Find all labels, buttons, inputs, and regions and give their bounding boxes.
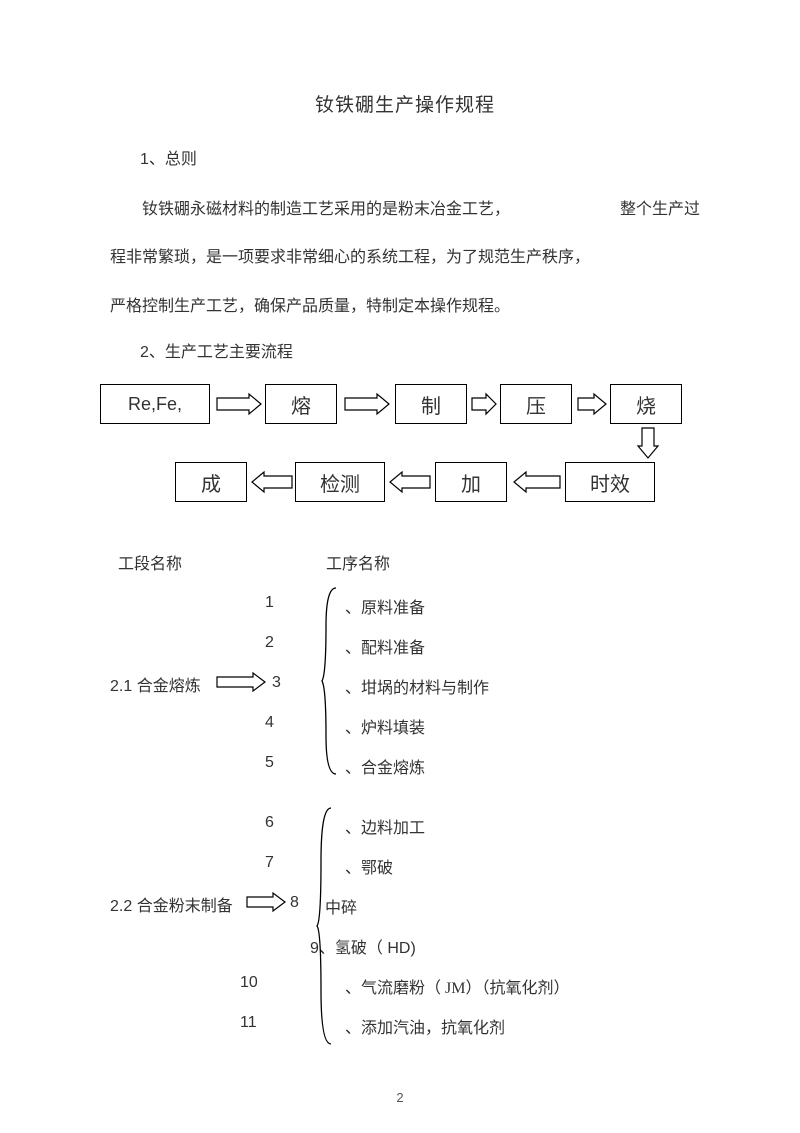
proc-text: 、合金熔炼 <box>345 754 425 778</box>
brace-icon <box>320 586 342 776</box>
proc-num: 4 <box>265 714 274 732</box>
arrow-icon <box>576 392 608 416</box>
flow-box-aging: 时效 <box>565 462 655 502</box>
para-frag-right: 整个生产过 <box>620 191 700 229</box>
proc-text: 、添加汽油，抗氧化剂 <box>345 1014 505 1038</box>
proc-num: 11 <box>240 1014 257 1032</box>
proc-num: 10 <box>240 974 258 992</box>
proc-num: 5 <box>265 754 274 772</box>
section-1-heading: 1、总则 <box>140 145 700 169</box>
proc-text: 、气流磨粉（ JM）（抗氧化剂） <box>345 974 569 998</box>
proc-text: 、边料加工 <box>345 814 425 838</box>
process-list: 2.1 合金熔炼 1 、原料准备 2 、配料准备 3 、坩埚的材料与制作 4 、… <box>110 594 700 1064</box>
arrow-icon <box>343 392 391 416</box>
proc-text: 、配料准备 <box>345 634 425 658</box>
proc-num: 8 <box>290 894 299 912</box>
column-headers: 工段名称 工序名称 <box>110 550 700 574</box>
arrow-down-icon <box>636 426 660 460</box>
paragraph-line-3: 严格控制生产工艺，确保产品质量，特制定本操作规程。 <box>110 288 700 326</box>
para-frag-left: 钕铁硼永磁材料的制造工艺采用的是粉末冶金工艺， <box>142 201 510 218</box>
proc-text: 、原料准备 <box>345 594 425 618</box>
flow-box-process: 加 <box>435 462 507 502</box>
flow-box-melt: 熔 <box>265 384 337 424</box>
paragraph-line-1: 钕铁硼永磁材料的制造工艺采用的是粉末冶金工艺， 整个生产过 <box>110 191 700 229</box>
flow-box-refe: Re,Fe, <box>100 384 210 424</box>
flowchart: Re,Fe, 熔 制 压 烧 成 检测 加 时效 <box>100 384 700 544</box>
flow-box-sinter: 烧 <box>610 384 682 424</box>
proc-num: 3 <box>272 674 281 692</box>
proc-text: 、炉料填装 <box>345 714 425 738</box>
proc-num: 1 <box>265 594 274 612</box>
flow-box-make: 制 <box>395 384 467 424</box>
stage-1-label: 2.1 合金熔炼 <box>110 672 201 696</box>
flow-box-press: 压 <box>500 384 572 424</box>
section-2-heading: 2、生产工艺主要流程 <box>140 338 700 362</box>
arrow-icon <box>215 392 263 416</box>
proc-text: 、鄂破 <box>345 854 393 878</box>
proc-text: 、坩埚的材料与制作 <box>345 674 489 698</box>
page-title: 钕铁硼生产操作规程 <box>110 90 700 117</box>
header-stage: 工段名称 <box>118 550 182 574</box>
arrow-icon <box>215 672 267 692</box>
proc-num: 6 <box>265 814 274 832</box>
arrow-left-icon <box>510 470 562 494</box>
paragraph-line-2: 程非常繁琐，是一项要求非常细心的系统工程，为了规范生产秩序， <box>110 239 700 277</box>
stage-2-label: 2.2 合金粉末制备 <box>110 892 233 916</box>
header-proc: 工序名称 <box>326 550 390 574</box>
arrow-icon <box>470 392 498 416</box>
arrow-left-icon <box>250 470 294 494</box>
proc-num: 2 <box>265 634 274 652</box>
flow-box-inspect: 检测 <box>295 462 385 502</box>
flow-box-finish: 成 <box>175 462 247 502</box>
brace-icon <box>315 806 337 1046</box>
arrow-left-icon <box>388 470 432 494</box>
page-number: 2 <box>0 1090 800 1105</box>
arrow-icon <box>245 892 287 912</box>
proc-num: 7 <box>265 854 274 872</box>
